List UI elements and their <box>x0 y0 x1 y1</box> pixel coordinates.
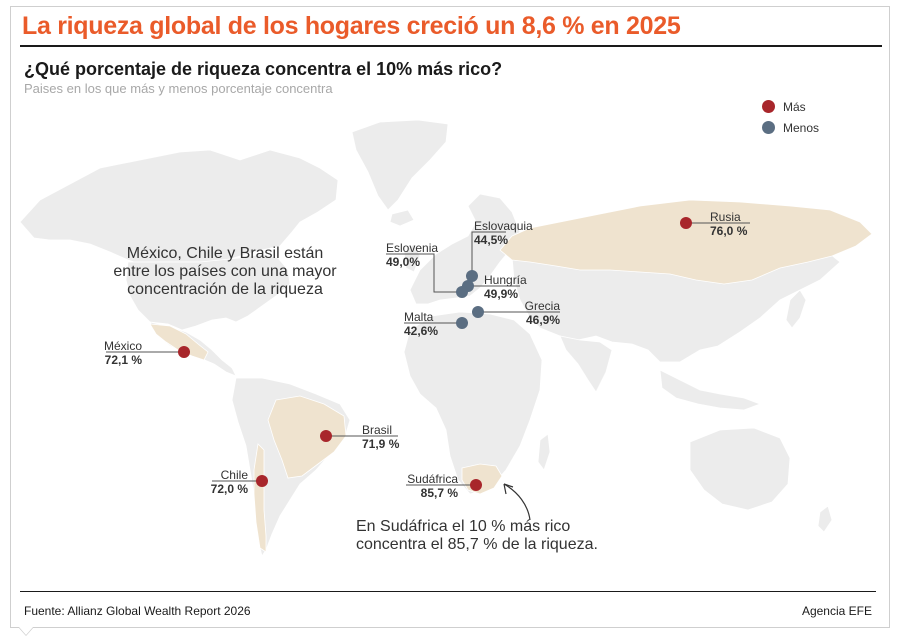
label-value: 72,0 % <box>210 482 248 496</box>
legend-item-menos: Menos <box>762 117 819 138</box>
marker-rusia <box>680 217 692 229</box>
marker-eslovaquia <box>466 270 478 282</box>
annotation-line: En Sudáfrica el 10 % más rico <box>356 518 571 535</box>
annotation-arrow <box>503 483 531 521</box>
africa-shape <box>403 311 543 495</box>
leader-eslovaquia <box>471 231 506 276</box>
india-shape <box>559 335 613 393</box>
legend-dot-menos <box>762 121 775 134</box>
label-eslovaquia: Eslovaquia 44,5% <box>474 219 533 247</box>
label-hungria: Hungría 49,9% <box>484 273 527 301</box>
headline: La riqueza global de los hogares creció … <box>22 12 681 40</box>
australia-shape <box>689 427 791 511</box>
marker-malta <box>456 317 468 329</box>
marker-grecia <box>472 306 484 318</box>
annotation-line: concentración de la riqueza <box>127 281 323 298</box>
leader-lines <box>106 222 750 486</box>
marker-sudafrica <box>470 479 482 491</box>
label-name: Grecia <box>524 299 560 313</box>
label-eslovenia: Eslovenia 49,0% <box>386 241 438 269</box>
label-name: Rusia <box>710 210 741 224</box>
label-value: 44,5% <box>474 233 509 247</box>
label-brasil: Brasil 71,9 % <box>362 423 399 451</box>
label-sudafrica: Sudáfrica 85,7 % <box>400 472 458 500</box>
legend-dot-mas <box>762 100 775 113</box>
label-malta: Malta 42,6% <box>404 310 438 338</box>
top-divider <box>20 45 882 47</box>
annotation-latam: México, Chile y Brasil están entre los p… <box>100 245 350 299</box>
label-value: 46,9% <box>525 313 560 327</box>
japan-shape <box>785 289 807 329</box>
russia-shape <box>499 199 873 285</box>
southeast-asia-shape <box>659 369 762 411</box>
bottom-divider <box>20 591 876 592</box>
uk-shape <box>403 243 421 273</box>
label-name: Hungría <box>484 273 527 287</box>
label-name: Sudáfrica <box>407 472 458 486</box>
label-value: 85,7 % <box>420 486 458 500</box>
chile-shape <box>253 443 267 553</box>
label-value: 49,0% <box>386 255 421 269</box>
leader-eslovenia <box>386 253 462 293</box>
frame-tail-inner <box>19 627 33 635</box>
annotation-sudafrica: En Sudáfrica el 10 % más rico concentra … <box>356 518 598 554</box>
legend: Más Menos <box>762 96 819 138</box>
label-value: 42,6% <box>404 324 439 338</box>
annotation-arrowhead <box>503 483 514 495</box>
country-markers <box>178 217 692 491</box>
new-zealand-shape <box>817 505 833 533</box>
marker-chile <box>256 475 268 487</box>
label-name: Eslovaquia <box>474 219 533 233</box>
greenland-shape <box>351 119 449 211</box>
label-name: Eslovenia <box>386 241 439 255</box>
label-name: México <box>103 339 142 353</box>
iceland-shape <box>389 209 415 227</box>
mexico-shape <box>149 323 209 361</box>
canada-shape <box>19 149 339 265</box>
marker-mexico <box>178 346 190 358</box>
legend-label-mas: Más <box>783 99 806 114</box>
usa-shape <box>125 253 291 331</box>
credit: Agencia EFE <box>801 604 872 618</box>
label-value: 71,9 % <box>362 437 400 451</box>
brazil-shape <box>267 395 347 479</box>
label-name: Malta <box>404 310 434 324</box>
source-note: Fuente: Allianz Global Wealth Report 202… <box>24 604 251 618</box>
madagascar-shape <box>537 433 551 471</box>
label-value: 76,0 % <box>710 224 748 238</box>
annotation-line: entre los países con una mayor <box>113 263 337 280</box>
label-grecia: Grecia 46,9% <box>514 299 560 327</box>
label-value: 49,9% <box>484 287 519 301</box>
label-name: Brasil <box>362 423 393 437</box>
annotation-line: México, Chile y Brasil están <box>126 245 324 262</box>
label-name: Chile <box>220 468 248 482</box>
label-chile: Chile 72,0 % <box>204 468 248 496</box>
annotation-line: concentra el 85,7 % de la riqueza. <box>356 536 598 553</box>
legend-label-menos: Menos <box>783 120 820 135</box>
south-africa-shape <box>461 463 503 495</box>
marker-eslovenia <box>456 286 468 298</box>
legend-item-mas: Más <box>762 96 819 117</box>
marker-brasil <box>320 430 332 442</box>
subtitle: ¿Qué porcentaje de riqueza concentra el … <box>24 59 503 79</box>
label-value: 72,1 % <box>104 353 142 367</box>
label-rusia: Rusia 76,0 % <box>710 210 747 238</box>
label-mexico: México 72,1 % <box>98 339 142 367</box>
description: Paises en los que más y menos porcentaje… <box>24 81 333 96</box>
